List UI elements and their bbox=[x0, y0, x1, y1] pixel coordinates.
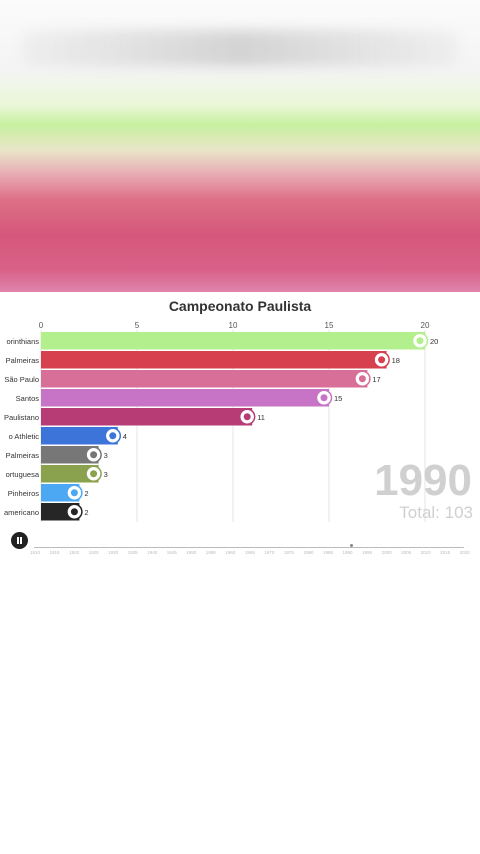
x-tick-label: 10 bbox=[229, 321, 238, 330]
timeline-year: 1995 bbox=[362, 550, 373, 555]
timeline-year: 1985 bbox=[322, 550, 333, 555]
x-tick-label: 0 bbox=[39, 321, 44, 330]
x-tick-label: 20 bbox=[421, 321, 430, 330]
value-label: 15 bbox=[334, 394, 342, 403]
pause-icon bbox=[17, 537, 19, 544]
bar bbox=[41, 351, 387, 369]
timeline-year: 1965 bbox=[244, 550, 255, 555]
timeline-year-labels: 1910 1915 1920 1925 1930 1935 1940 1945 1950 1955… bbox=[30, 550, 470, 555]
chart-title: Campeonato Paulista bbox=[169, 298, 312, 314]
value-label: 18 bbox=[392, 356, 400, 365]
bar-group: o Athletic 4 bbox=[9, 427, 127, 445]
timeline-year: 2020 bbox=[459, 550, 470, 555]
timeline-year: 1990 bbox=[342, 550, 353, 555]
category-label: São Paulo bbox=[4, 375, 39, 384]
timeline-handle[interactable] bbox=[350, 544, 353, 547]
bar-group: Santos 15 bbox=[16, 389, 342, 407]
timeline-year: 1975 bbox=[283, 550, 294, 555]
bar-group: Palmeiras 3 bbox=[6, 446, 108, 464]
value-label: 4 bbox=[123, 432, 127, 441]
category-label: Pinheiros bbox=[8, 489, 40, 498]
club-crest-emblem bbox=[243, 413, 251, 421]
timeline-year: 1980 bbox=[303, 550, 314, 555]
timeline-year: 1910 bbox=[30, 550, 41, 555]
bar-group: Paulistano 11 bbox=[4, 408, 265, 426]
x-tick-label: 5 bbox=[135, 321, 140, 330]
bar-group: São Paulo 17 bbox=[4, 370, 381, 388]
club-crest-emblem bbox=[378, 356, 386, 364]
timeline-track[interactable] bbox=[34, 547, 464, 548]
club-crest-emblem bbox=[416, 337, 424, 345]
value-label: 11 bbox=[257, 413, 265, 422]
blurred-video-background bbox=[0, 0, 480, 292]
value-label: 17 bbox=[372, 375, 380, 384]
bar-group: Pinheiros 2 bbox=[8, 484, 89, 502]
timeline-year: 2005 bbox=[401, 550, 412, 555]
timeline-year: 1930 bbox=[108, 550, 119, 555]
bar bbox=[41, 427, 118, 445]
timeline-year: 1915 bbox=[49, 550, 60, 555]
value-label: 2 bbox=[84, 508, 88, 517]
category-label: Paulistano bbox=[4, 413, 39, 422]
club-crest-emblem bbox=[70, 489, 78, 497]
timeline-year: 2015 bbox=[440, 550, 451, 555]
total-label: Total: 103 bbox=[399, 503, 473, 522]
timeline-year: 1945 bbox=[166, 550, 177, 555]
club-crest-emblem bbox=[358, 375, 366, 383]
x-axis-ticks: 0 5 10 15 20 bbox=[39, 321, 430, 330]
club-crest-emblem bbox=[90, 451, 98, 459]
club-crest-emblem bbox=[109, 432, 117, 440]
year-label: 1990 bbox=[374, 456, 472, 505]
bar-group: americano 2 bbox=[4, 503, 89, 521]
category-label: orinthians bbox=[6, 337, 39, 346]
bar bbox=[41, 332, 425, 350]
value-label: 2 bbox=[84, 489, 88, 498]
timeline-year: 1940 bbox=[147, 550, 158, 555]
bar-group: ortuguesa 3 bbox=[6, 465, 108, 483]
pause-icon-bar bbox=[20, 537, 22, 544]
club-crest-emblem bbox=[70, 508, 78, 516]
category-label: Palmeiras bbox=[6, 451, 40, 460]
x-tick-label: 15 bbox=[325, 321, 334, 330]
bar-group: orinthians 20 bbox=[6, 332, 438, 350]
bars-layer: orinthians 20 Palmeiras 18 São Paulo 17 Santos… bbox=[4, 332, 438, 521]
bar bbox=[41, 408, 253, 426]
category-label: Santos bbox=[16, 394, 40, 403]
timeline-year: 1960 bbox=[225, 550, 236, 555]
pause-button[interactable] bbox=[11, 532, 28, 549]
bar bbox=[41, 389, 329, 407]
timeline-year: 2000 bbox=[381, 550, 392, 555]
timeline-year: 1925 bbox=[88, 550, 99, 555]
timeline-year: 1950 bbox=[186, 550, 197, 555]
blurred-caption-strip bbox=[20, 30, 460, 66]
bar-group: Palmeiras 18 bbox=[6, 351, 400, 369]
club-crest-emblem bbox=[320, 394, 328, 402]
category-label: Palmeiras bbox=[6, 356, 40, 365]
category-label: americano bbox=[4, 508, 39, 517]
bar bbox=[41, 465, 99, 483]
chart-panel: Campeonato Paulista 0 5 10 15 20 orinthians 2… bbox=[0, 292, 480, 562]
bar bbox=[41, 370, 368, 388]
bar bbox=[41, 446, 99, 464]
category-label: ortuguesa bbox=[6, 470, 40, 479]
timeline-year: 1920 bbox=[69, 550, 80, 555]
timeline-year: 1935 bbox=[127, 550, 138, 555]
timeline-year: 1955 bbox=[205, 550, 216, 555]
value-label: 20 bbox=[430, 337, 438, 346]
category-label: o Athletic bbox=[9, 432, 40, 441]
club-crest-emblem bbox=[90, 470, 98, 478]
timeline-year: 1970 bbox=[264, 550, 275, 555]
timeline-year: 2010 bbox=[420, 550, 431, 555]
value-label: 3 bbox=[104, 470, 108, 479]
bar-chart-race: Campeonato Paulista 0 5 10 15 20 orinthians 2… bbox=[4, 298, 473, 522]
value-label: 3 bbox=[104, 451, 108, 460]
